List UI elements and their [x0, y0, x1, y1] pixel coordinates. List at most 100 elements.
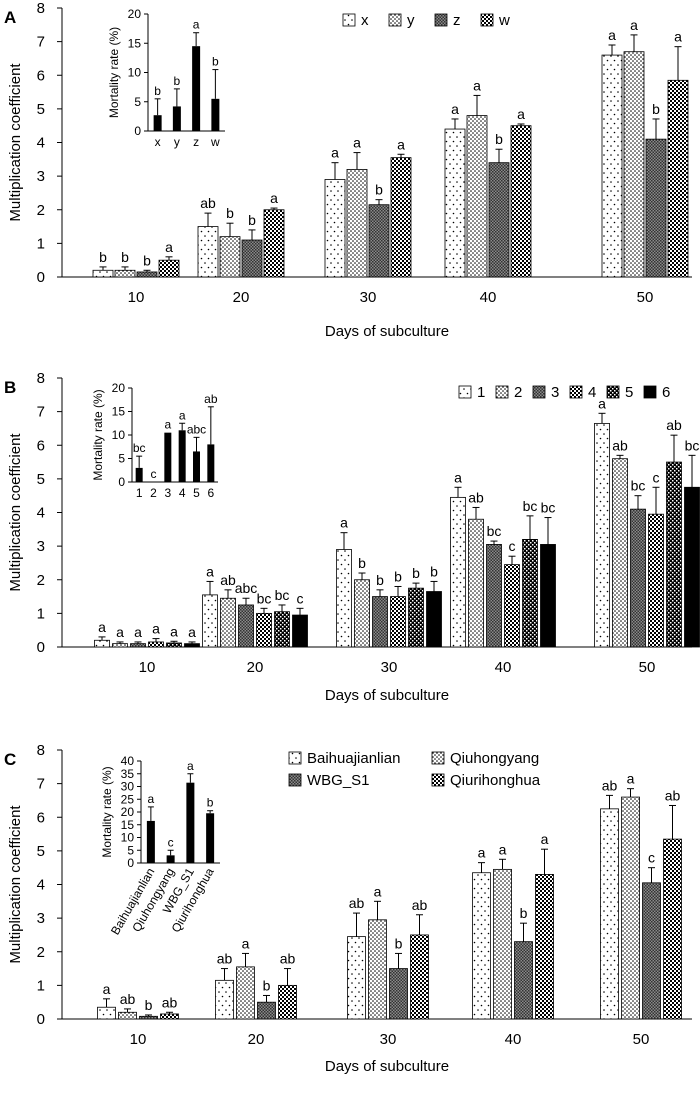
- y-tick-label: 5: [37, 101, 45, 118]
- x-tick-label: 50: [633, 1031, 650, 1048]
- significance-label: a: [627, 771, 635, 787]
- significance-label: abc: [235, 580, 258, 596]
- legend-label: y: [407, 12, 415, 29]
- y-tick-label: 8: [37, 0, 45, 17]
- x-tick-label: 30: [360, 289, 377, 306]
- inset-bar: [153, 115, 162, 131]
- bar: [540, 544, 556, 648]
- significance-label: a: [98, 619, 106, 635]
- bar: [202, 594, 218, 648]
- significance-label: bc: [487, 523, 502, 539]
- significance-label: b: [430, 563, 438, 579]
- bar: [410, 934, 429, 1020]
- bar: [197, 226, 219, 278]
- significance-label: a: [340, 515, 348, 531]
- bar: [488, 162, 510, 278]
- legend-swatch: [495, 385, 509, 399]
- inset-y-tick-label: 35: [121, 767, 135, 781]
- y-tick-label: 0: [37, 1011, 45, 1028]
- x-tick-label: 10: [130, 1031, 147, 1048]
- significance-label: ab: [280, 951, 296, 967]
- significance-label: a: [598, 395, 606, 411]
- significance-label: b: [121, 249, 129, 265]
- significance-label: b: [248, 212, 256, 228]
- legend-swatch: [288, 773, 302, 787]
- significance-label: b: [412, 565, 420, 581]
- x-tick-label: 30: [381, 659, 398, 676]
- significance-label: b: [395, 935, 403, 951]
- bar: [390, 157, 412, 278]
- bar: [663, 838, 682, 1020]
- y-axis-label: Multiplication coefficient: [7, 433, 24, 592]
- legend-swatch: [532, 385, 546, 399]
- significance-label: bc: [257, 590, 272, 606]
- inset-significance-label: a: [187, 759, 194, 773]
- inset-y-axis-label: Mortality rate (%): [107, 27, 121, 118]
- inset-x-tick-label: w: [210, 135, 220, 149]
- significance-label: a: [206, 563, 214, 579]
- legend-label: Baihuajianlian: [307, 750, 400, 767]
- bar: [601, 54, 623, 278]
- legend-label: 6: [662, 384, 670, 401]
- significance-label: ab: [220, 572, 236, 588]
- inset-y-tick-label: 20: [112, 381, 126, 395]
- significance-label: a: [499, 841, 507, 857]
- bar: [600, 808, 619, 1020]
- inset-y-tick-label: 40: [121, 754, 135, 768]
- significance-label: a: [170, 623, 178, 639]
- inset-bar: [178, 430, 186, 482]
- bar: [114, 269, 136, 278]
- x-tick-label: 10: [128, 289, 145, 306]
- significance-label: c: [509, 538, 516, 554]
- bar: [486, 544, 502, 648]
- y-tick-label: 5: [37, 843, 45, 860]
- significance-label: ab: [217, 951, 233, 967]
- inset-x-tick-label: x: [155, 135, 161, 149]
- legend-swatch: [388, 13, 402, 27]
- bar: [256, 612, 272, 648]
- bar: [666, 461, 682, 648]
- bar: [354, 579, 370, 648]
- bar: [292, 614, 308, 648]
- inset-significance-label: b: [207, 796, 214, 810]
- y-tick-label: 3: [37, 168, 45, 185]
- significance-label: ab: [602, 777, 618, 793]
- significance-label: ab: [666, 417, 682, 433]
- inset-significance-label: b: [212, 55, 219, 69]
- significance-label: a: [165, 239, 173, 255]
- x-tick-label: 40: [495, 659, 512, 676]
- inset-y-tick-label: 10: [121, 831, 135, 845]
- bar: [514, 941, 533, 1020]
- bar: [220, 597, 236, 648]
- bar: [238, 604, 254, 648]
- bar: [346, 168, 368, 278]
- bar: [112, 643, 128, 648]
- inset-bar: [146, 820, 155, 863]
- significance-label: a: [270, 190, 278, 206]
- y-tick-label: 5: [37, 471, 45, 488]
- x-tick-label: 40: [480, 289, 497, 306]
- x-tick-label: 20: [247, 659, 264, 676]
- legend-swatch: [288, 751, 302, 765]
- legend-label: 5: [625, 384, 633, 401]
- y-tick-label: 0: [37, 269, 45, 286]
- bar: [263, 209, 285, 278]
- y-tick-label: 1: [37, 235, 45, 252]
- inset-x-tick-label: z: [193, 135, 199, 149]
- significance-label: a: [541, 831, 549, 847]
- x-tick-label: 50: [639, 659, 656, 676]
- legend-swatch: [480, 13, 494, 27]
- significance-label: bc: [541, 500, 556, 516]
- y-tick-label: 4: [37, 135, 45, 152]
- significance-label: b: [375, 182, 383, 198]
- inset-x-tick-label: 6: [207, 486, 214, 500]
- bar: [97, 1006, 116, 1020]
- bar: [426, 591, 442, 648]
- bar: [184, 643, 200, 648]
- y-tick-label: 0: [37, 639, 45, 656]
- panel-c: C 0 1 2 3 4 5 6 7 8 Multiplication coefficient 10 20…: [4, 742, 692, 1075]
- x-axis-label: Days of subculture: [325, 687, 449, 704]
